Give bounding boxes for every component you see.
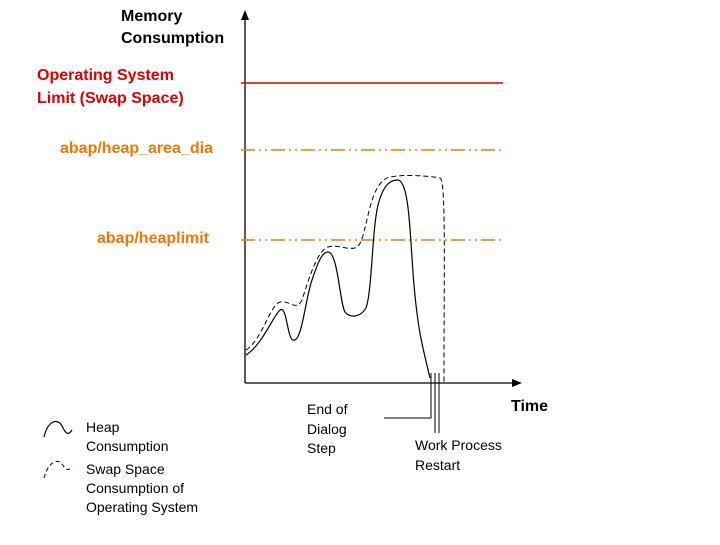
heap-area-dia-label: abap/heap_area_dia [60, 140, 213, 157]
legend-heap-line2: Consumption [86, 438, 169, 454]
heaplimit-label: abap/heaplimit [97, 230, 210, 247]
y-axis-title-line2: Consumption [121, 30, 224, 47]
heap-consumption-curve [245, 179, 431, 379]
y-axis-arrow [241, 10, 249, 20]
legend-swap-swatch [43, 460, 73, 479]
work-process-restart-line1: Work Process [415, 437, 502, 453]
legend-swap-line2: Consumption of [86, 480, 184, 496]
end-of-dialog-step-line3: Step [307, 440, 336, 456]
end-of-dialog-step-line1: End of [307, 401, 348, 417]
legend-heap-line1: Heap [86, 419, 120, 435]
legend-heap-swatch [43, 420, 73, 438]
end-of-dialog-step-line2: Dialog [307, 421, 347, 437]
os-limit-label-line2: Limit (Swap Space) [37, 90, 184, 107]
x-axis-arrow [512, 379, 522, 387]
os-limit-label-line1: Operating System [37, 67, 174, 84]
x-axis-title: Time [511, 398, 548, 415]
y-axis-title-line1: Memory [121, 8, 182, 25]
swap-space-curve [245, 174, 445, 384]
work-process-restart-line2: Restart [415, 457, 460, 473]
legend-swap-line3: Operating System [86, 499, 198, 515]
end-of-dialog-step-connector [384, 373, 432, 419]
legend-swap-line1: Swap Space [86, 461, 165, 477]
